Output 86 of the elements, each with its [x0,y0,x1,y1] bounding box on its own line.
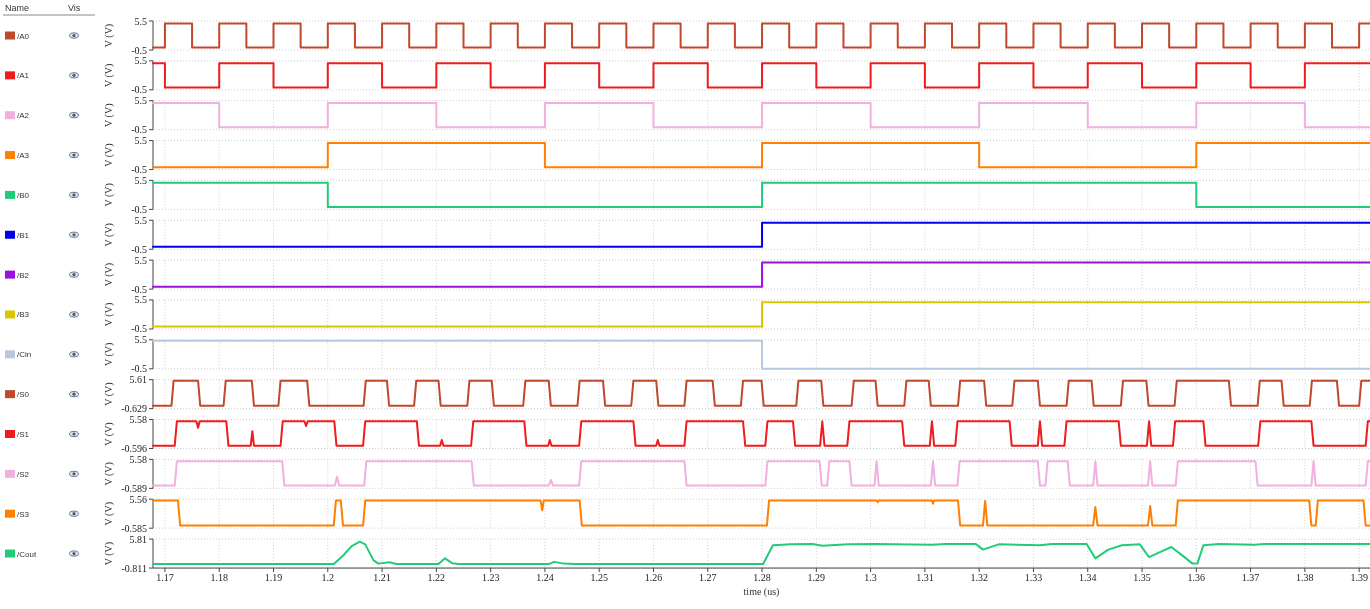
y-tick-label: -0.5 [131,164,147,176]
text: Vis [68,3,81,13]
line-series [152,540,1370,566]
y-tick-label: -0.596 [121,443,147,454]
y-tick-label: 5.5 [134,254,147,266]
x-tick-label: 1.24 [536,572,554,584]
y-axis-title: V (V) [102,382,115,406]
x-tick-label: 1.29 [807,572,826,584]
legend-label: /Cout [17,549,37,559]
y-tick-label: -0.5 [131,363,147,375]
x-tick-label: 1.3 [864,572,877,584]
x-tick-label: 1.35 [1133,572,1151,584]
legend-label: /A0 [17,31,30,41]
y-tick-label: 5.5 [134,174,147,186]
y-tick-label: 5.5 [134,95,147,107]
y-axis-title: V (V) [102,501,115,526]
x-tick-label: 1.21 [373,572,391,584]
legend-label: /S1 [17,430,30,439]
y-tick-label: -0.5 [131,203,147,215]
y-tick-label: 5.58 [129,414,147,425]
y-tick-label: 5.61 [129,374,147,386]
x-tick-label: 1.18 [210,572,228,584]
legend-label: /S0 [17,390,30,400]
x-tick-label: 1.28 [753,572,771,584]
x-tick-label: 1.2 [321,572,335,584]
y-axis-title: V (V) [102,223,115,247]
legend-label: /A3 [17,151,30,161]
x-tick-label: 1.31 [916,572,934,584]
x-tick-label: 1.23 [481,572,500,584]
y-tick-label: 5.58 [129,453,147,465]
line-series [152,460,1370,487]
legend-label: /A2 [17,111,30,121]
x-tick-label: 1.33 [1024,572,1043,584]
y-tick-label: 5.5 [134,334,147,346]
y-axis-title: V (V) [102,23,115,48]
legend-label: /S2 [17,469,30,479]
x-tick-label: 1.26 [644,572,663,584]
y-axis-title: V (V) [102,422,115,446]
y-tick-label: -0.629 [121,403,147,415]
x-tick-label: 1.38 [1296,572,1314,584]
y-axis-title: V (V) [102,103,115,127]
x-tick-label: 1.37 [1241,572,1260,584]
x-tick-label: 1.25 [590,572,608,584]
y-tick-label: -0.5 [131,124,147,136]
x-axis-title: time (us) [743,586,780,599]
y-tick-label: -0.585 [121,522,147,534]
x-tick-label: 1.19 [264,572,283,584]
x-tick-label: 1.22 [427,572,446,584]
y-tick-label: 5.5 [134,214,147,226]
legend-label: /B3 [17,310,30,320]
x-tick-label: 1.39 [1350,572,1368,584]
y-tick-label: 5.5 [134,135,147,147]
y-axis-title: V (V) [102,183,115,207]
text: Name [5,3,30,13]
y-axis-title: V (V) [102,262,115,287]
y-tick-label: -0.5 [131,44,147,56]
y-axis-title: V (V) [102,63,115,88]
y-tick-label: -0.5 [131,243,147,255]
y-axis-title: V (V) [102,541,115,566]
legend-label: /S3 [17,509,30,519]
x-tick-label: 1.17 [156,572,174,584]
y-tick-label: 5.5 [134,15,147,27]
y-tick-label: -0.811 [121,562,147,574]
y-tick-label: 5.56 [129,493,147,505]
y-tick-label: 5.81 [129,533,147,545]
y-axis-title: V (V) [102,342,115,367]
y-tick-label: -0.589 [121,482,147,494]
legend-label: /B1 [17,230,30,240]
y-tick-label: -0.5 [131,84,147,96]
line-series [152,499,1370,527]
legend-label: /A1 [17,71,30,81]
legend-label: /B0 [17,190,30,200]
x-tick-label: 1.27 [699,572,717,584]
y-axis-title: V (V) [102,302,115,327]
x-tick-label: 1.32 [970,572,988,584]
legend-label: /B2 [17,270,30,280]
y-tick-label: -0.5 [131,323,147,335]
legend-label: /Cin [17,350,32,360]
y-tick-label: -0.5 [131,283,147,295]
x-tick-label: 1.36 [1187,572,1206,584]
x-tick-label: 1.34 [1078,572,1097,584]
line-series [152,420,1370,447]
y-axis-title: V (V) [102,462,115,486]
y-tick-label: 5.5 [134,55,147,67]
y-axis-title: V (V) [102,143,115,167]
y-tick-label: 5.5 [134,294,147,306]
